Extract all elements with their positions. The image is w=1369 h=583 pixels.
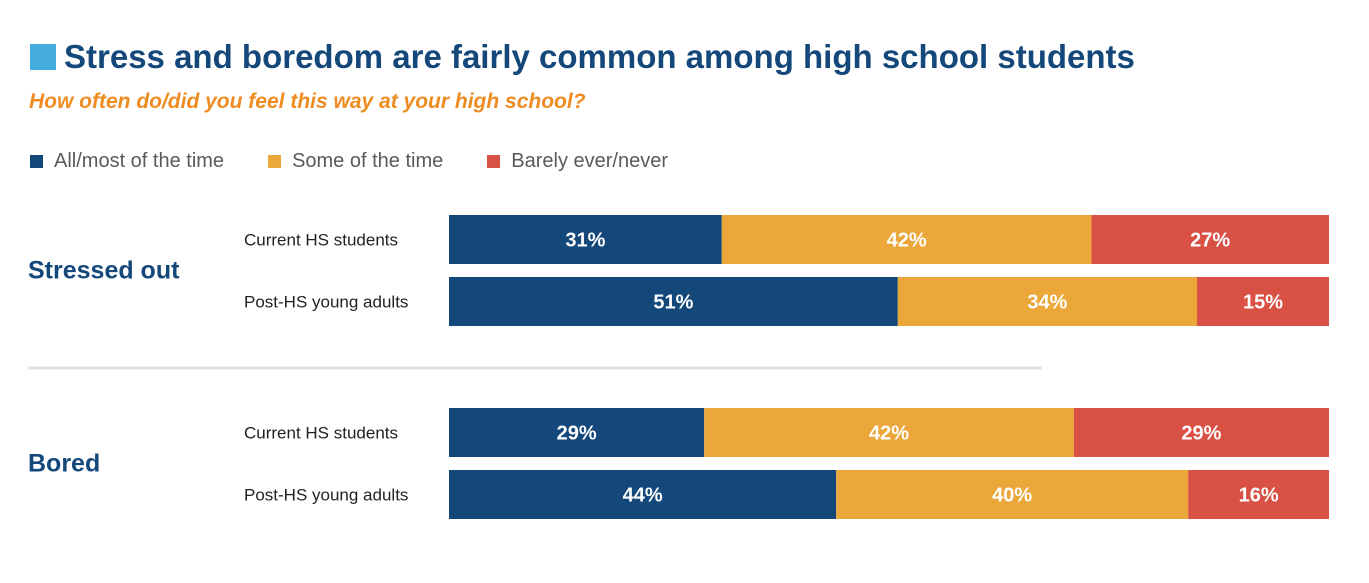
bar-segment-stressed-out-post-hs-young-adults-all-most-of-the-time bbox=[449, 277, 898, 326]
data-label-stressed-out-current-hs-students-some-of-the-time: 42% bbox=[887, 230, 927, 252]
legend: All/most of the time Some of the time Ba… bbox=[30, 150, 712, 173]
bar-segment-bored-post-hs-young-adults-barely-ever-never bbox=[1188, 470, 1329, 519]
chart-title-block: Stress and boredom are fairly common amo… bbox=[30, 38, 1135, 76]
data-label-stressed-out-current-hs-students-barely-ever-never: 27% bbox=[1190, 230, 1230, 252]
bar-segment-bored-current-hs-students-barely-ever-never bbox=[1073, 408, 1329, 457]
data-label-bored-post-hs-young-adults-all-most-of-the-time: 44% bbox=[623, 485, 663, 507]
bar-segment-bored-current-hs-students-some-of-the-time bbox=[704, 408, 1074, 457]
bar-segment-bored-current-hs-students-all-most-of-the-time bbox=[449, 408, 705, 457]
row-label-stressed-out-post-hs-young-adults: Post-HS young adults bbox=[244, 293, 408, 312]
bar-segment-stressed-out-current-hs-students-some-of-the-time bbox=[721, 215, 1092, 264]
data-label-stressed-out-current-hs-students-all-most-of-the-time: 31% bbox=[565, 230, 605, 252]
legend-label-some: Some of the time bbox=[292, 150, 444, 172]
title-square-marker bbox=[30, 44, 56, 70]
legend-swatch-all-most bbox=[30, 155, 43, 168]
row-label-bored-current-hs-students: Current HS students bbox=[244, 424, 398, 443]
row-label-stressed-out-current-hs-students: Current HS students bbox=[244, 231, 398, 250]
chart-title: Stress and boredom are fairly common amo… bbox=[64, 38, 1135, 75]
data-label-stressed-out-post-hs-young-adults-barely-ever-never: 15% bbox=[1243, 292, 1283, 314]
data-label-stressed-out-post-hs-young-adults-all-most-of-the-time: 51% bbox=[653, 292, 693, 314]
bar-segment-stressed-out-post-hs-young-adults-some-of-the-time bbox=[897, 277, 1197, 326]
legend-swatch-some bbox=[268, 155, 282, 168]
data-label-bored-current-hs-students-barely-ever-never: 29% bbox=[1181, 423, 1221, 445]
legend-item-all-most: All/most of the time bbox=[30, 150, 224, 173]
bar-segment-stressed-out-post-hs-young-adults-barely-ever-never bbox=[1197, 277, 1329, 326]
bar-segment-bored-post-hs-young-adults-all-most-of-the-time bbox=[449, 470, 837, 519]
legend-label-barely: Barely ever/never bbox=[511, 150, 668, 172]
data-label-bored-current-hs-students-all-most-of-the-time: 29% bbox=[557, 423, 597, 445]
legend-swatch-barely bbox=[487, 155, 501, 168]
bar-segment-stressed-out-current-hs-students-barely-ever-never bbox=[1091, 215, 1329, 264]
bar-segment-bored-post-hs-young-adults-some-of-the-time bbox=[836, 470, 1189, 519]
data-label-stressed-out-post-hs-young-adults-some-of-the-time: 34% bbox=[1027, 292, 1067, 314]
row-label-bored-post-hs-young-adults: Post-HS young adults bbox=[244, 486, 408, 505]
legend-label-all-most: All/most of the time bbox=[54, 150, 225, 172]
bar-segment-stressed-out-current-hs-students-all-most-of-the-time bbox=[449, 215, 722, 264]
category-label-stressed-out: Stressed out bbox=[28, 257, 180, 285]
data-label-bored-post-hs-young-adults-some-of-the-time: 40% bbox=[992, 485, 1032, 507]
data-label-bored-post-hs-young-adults-barely-ever-never: 16% bbox=[1239, 485, 1279, 507]
category-label-bored: Bored bbox=[28, 450, 100, 478]
legend-item-some: Some of the time bbox=[268, 150, 443, 173]
data-label-bored-current-hs-students-some-of-the-time: 42% bbox=[869, 423, 909, 445]
chart-subtitle: How often do/did you feel this way at yo… bbox=[29, 90, 586, 113]
legend-item-barely: Barely ever/never bbox=[487, 150, 668, 173]
